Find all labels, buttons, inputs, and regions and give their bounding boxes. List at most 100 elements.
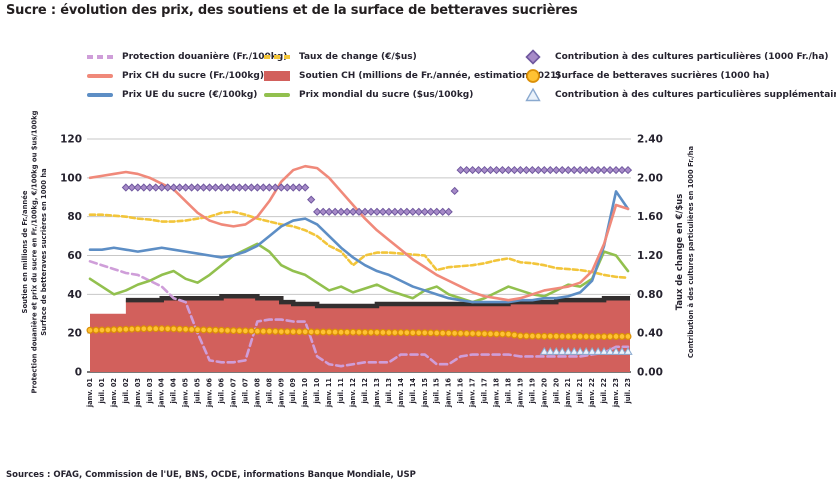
x-tick: juil. 08 [265,378,273,405]
x-tick: janv. 06 [206,378,214,409]
x-tick: juil. 05 [194,378,202,405]
x-tick: janv. 09 [277,378,285,409]
legend: Protection douanière (Fr./100kg) Prix CH … [0,47,836,109]
x-tick: janv. 05 [182,378,190,409]
line-swatch-icon [85,92,115,97]
x-tick: janv. 04 [158,378,166,409]
legend-label: Prix CH du sucre (Fr./100kg) [122,70,264,81]
x-tick: janv. 18 [492,378,500,409]
diamond-swatch-icon [518,48,548,65]
y-left-tick: 100 [60,172,82,184]
y-left-tick: 20 [67,328,82,340]
y-left-tick: 40 [67,289,82,301]
legend-label: Surface de betteraves sucrières (1000 ha… [555,70,770,81]
x-tick: juil. 21 [576,378,584,405]
y-left-tick: 120 [60,134,82,146]
step-area-swatch-icon [262,70,292,81]
x-tick: janv. 11 [325,378,333,409]
legend-item-contribution: Contribution à des cultures particulière… [518,47,836,66]
y-left-tick: 60 [67,250,82,262]
y-right-tick: 1.60 [637,211,663,223]
x-tick: janv. 14 [397,378,405,409]
x-tick: janv. 02 [110,378,118,409]
y-left-axis-title: Protection douanière et prix du sucre en… [31,110,39,393]
series-contribution [121,165,633,216]
legend-label: Prix mondial du sucre ($us/100kg) [299,89,474,100]
triangle-swatch-icon [518,87,548,103]
axis-labels: 0 0.00 20 0.40 40 0.80 60 1.20 80 1.60 100 2.00 120 2… [21,110,695,408]
legend-item-surface: Surface de betteraves sucrières (1000 ha… [518,66,836,85]
dashed-swatch-icon [262,54,292,59]
x-tick: juil. 06 [218,378,226,405]
x-tick: janv. 17 [469,378,477,409]
series-protection [88,260,630,368]
x-tick: janv. 21 [564,378,572,409]
series-taux_change [88,210,630,280]
legend-column: Taux de change (€/$us) Soutien CH (millio… [262,47,561,104]
x-tick: juil. 20 [552,378,560,405]
legend-label: Protection douanière (Fr./100kg) [122,51,288,62]
x-tick: juil. 17 [481,378,489,405]
legend-item-protection: Protection douanière (Fr./100kg) [85,47,287,66]
y-right-tick: 0.80 [637,289,663,301]
x-tick: juil. 02 [122,378,130,405]
x-tick: janv. 12 [349,378,357,409]
legend-label: Contribution à des cultures particulière… [555,51,829,62]
x-tick: janv. 15 [421,378,429,409]
x-tick: juil. 23 [624,378,632,405]
legend-label: Contribution à des cultures particulière… [555,89,836,100]
y-right-axis-title: Contribution à des cultures particulière… [687,146,695,359]
circle-swatch-icon [518,68,548,84]
y-right-axis-title: Taux de change en €/$us [674,194,684,311]
x-tick: juil. 11 [337,378,345,405]
x-tick: juil. 12 [361,378,369,405]
y-left-tick: 0 [75,367,82,379]
x-tick: juil. 10 [313,378,321,405]
legend-item-taux_change: Taux de change (€/$us) [262,47,561,66]
x-tick: juil. 09 [289,378,297,405]
source-note: Sources : OFAG, Commission de l'UE, BNS,… [6,470,416,480]
legend-item-prix_ue: Prix UE du sucre (€/100kg) [85,85,287,104]
series-prix_ch [88,164,630,302]
series-soutien-edge [125,294,630,309]
dashed-swatch-icon [85,54,115,59]
x-tick: janv. 07 [229,378,237,409]
series-prix_mondial [88,242,630,304]
x-tick: janv. 19 [516,378,524,409]
series-contribution_supp [539,347,633,355]
legend-item-soutien: Soutien CH (millions de Fr./année, estim… [262,66,561,85]
legend-item-contribution_supp: Contribution à des cultures particulière… [518,85,836,104]
x-tick: juil. 07 [241,378,249,405]
y-left-axis-title: Surface de betteraves sucrières en 1000 … [40,168,48,336]
x-tick: juil. 01 [98,378,106,405]
x-tick: juil. 13 [385,378,393,405]
x-tick: juil. 19 [528,378,536,405]
y-left-axis-title: Soutien en millions de Fr./année [21,190,29,313]
x-tick: janv. 01 [86,378,94,409]
x-tick: janv. 03 [134,378,142,409]
series-prix_ue [88,190,630,304]
x-tick: janv. 16 [445,378,453,409]
y-right-tick: 2.00 [637,172,663,184]
x-tick: juil. 15 [433,378,441,405]
y-right-tick: 1.20 [637,250,663,262]
x-tick: janv. 08 [253,378,261,409]
line-swatch-icon [85,73,115,78]
x-tick: janv. 13 [373,378,381,409]
x-tick: juil. 18 [504,378,512,405]
x-tick: janv. 23 [612,378,620,409]
legend-label: Soutien CH (millions de Fr./année, estim… [299,70,561,81]
x-tick: juil. 14 [409,378,417,405]
x-tick: janv. 10 [301,378,309,409]
y-right-tick: 0.00 [637,367,663,379]
legend-column: Contribution à des cultures particulière… [518,47,836,104]
chart-title: Sucre : évolution des prix, des soutiens… [6,3,578,18]
x-tick: juil. 16 [457,378,465,405]
x-tick: janv. 20 [540,378,548,409]
series-surface [86,325,632,341]
y-left-tick: 80 [67,211,82,223]
x-tick: janv. 22 [588,378,596,409]
legend-item-prix_ch: Prix CH du sucre (Fr./100kg) [85,66,287,85]
